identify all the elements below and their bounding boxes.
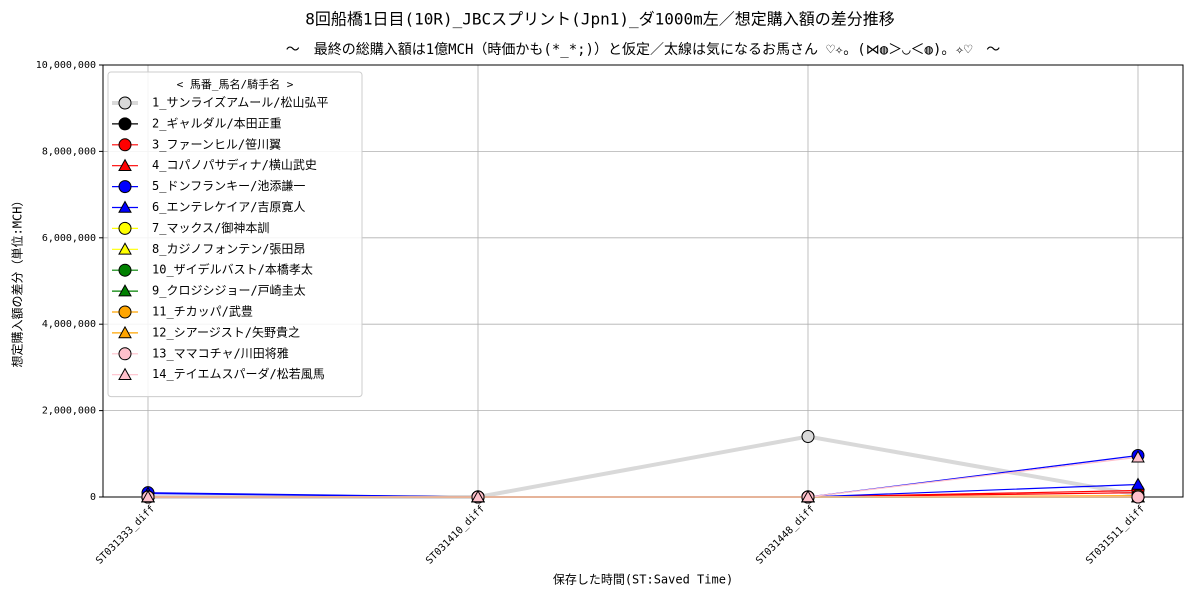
series-line [148, 456, 1139, 498]
legend-marker [118, 96, 132, 110]
legend-marker [118, 263, 132, 277]
data-point [1131, 490, 1145, 504]
series-line [147, 454, 1139, 498]
data-point [801, 430, 815, 444]
legend-marker [118, 117, 132, 131]
legend-label: 10_ザイデルバスト/本橋孝太 [152, 262, 313, 277]
legend-title: < 馬番_馬名/騎手名 > [177, 77, 294, 91]
data-point [471, 489, 485, 503]
legend-marker [118, 221, 132, 235]
legend-label: 7_マックス/御神本訓 [152, 220, 269, 235]
legend-label: 3_ファーンヒル/笹川翼 [152, 137, 281, 151]
data-point [1131, 450, 1145, 463]
legend-marker [118, 138, 132, 152]
legend-label: 2_ギャルダル/本田正重 [152, 115, 282, 130]
legend-marker [118, 305, 132, 319]
legend-label: 6_エンテレケイア/吉原寛人 [152, 199, 305, 214]
data-point [1131, 477, 1145, 490]
legend-marker [118, 325, 132, 339]
legend-marker [118, 367, 132, 380]
chart-subtitle: ～ 最終の総購入額は1億MCH（時価かも(*_*;)）と仮定／太線は気になるお馬… [286, 42, 1001, 58]
x-tick-label: ST031448_diff [754, 503, 817, 566]
legend-label: 1_サンライズアムール/松山弘平 [152, 95, 328, 110]
legend: < 馬番_馬名/騎手名 > 1_サンライズアムール/松山弘平 2_ギャルダル/本田正… [107, 71, 363, 398]
y-tick-label: 4,000,000 [42, 319, 96, 330]
legend-label: 9_クロジシジョー/戸崎圭太 [152, 283, 306, 298]
y-tick-label: 8,000,000 [42, 146, 96, 157]
x-tick-label: ST031410_diff [424, 503, 487, 566]
x-tick-label: ST031333_diff [94, 503, 157, 566]
legend-label: 5_ドンフランキー/池添謙一 [152, 179, 305, 193]
chart-title: 8回船橋1日目(10R)_JBCスプリント(Jpn1)_ダ1000m左／想定購入… [305, 10, 895, 29]
legend-marker [118, 158, 132, 171]
legend-marker [118, 242, 132, 255]
legend-box [107, 71, 363, 398]
y-tick-label: 10,000,000 [36, 60, 96, 71]
data-point [141, 489, 155, 503]
x-axis-label: 保存した時間(ST:Saved Time) [553, 573, 733, 587]
y-tick-label: 6,000,000 [42, 233, 96, 244]
legend-label: 11_チカッパ/武豊 [152, 305, 253, 319]
legend-marker [118, 200, 132, 213]
x-tick-label: ST031511_diff [1084, 503, 1147, 566]
legend-label: 8_カジノフォンテン/張田昂 [152, 242, 305, 256]
legend-marker [118, 347, 132, 361]
y-tick-label: 0 [90, 492, 96, 503]
legend-marker [118, 180, 132, 194]
legend-label: 4_コパノパサディナ/横山武史 [152, 157, 317, 172]
data-point [801, 489, 815, 503]
y-tick-label: 2,000,000 [42, 406, 96, 417]
legend-label: 12_シアージスト/矢野貴之 [152, 325, 300, 339]
legend-label: 14_テイエムスパーダ/松若風馬 [152, 366, 325, 381]
y-axis-label: 想定購入額の差分（単位:MCH） [10, 195, 25, 368]
legend-label: 13_ママコチャ/川田将雅 [152, 345, 289, 360]
series-line [148, 434, 1139, 499]
legend-marker [118, 284, 132, 297]
